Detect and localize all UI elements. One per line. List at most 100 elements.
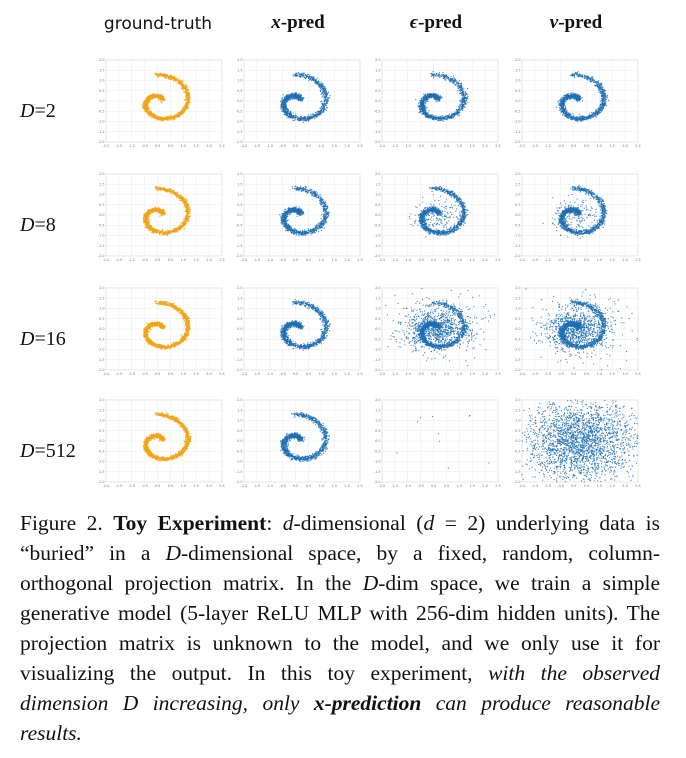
data-point	[437, 117, 439, 119]
data-point	[286, 112, 288, 114]
data-point	[459, 93, 462, 95]
data-point	[418, 107, 421, 110]
data-point	[148, 101, 150, 104]
data-point	[431, 94, 433, 97]
data-point	[461, 88, 463, 90]
data-point	[454, 79, 456, 82]
x-tick-label: 0.0	[155, 144, 160, 148]
data-point	[444, 76, 446, 79]
data-point	[155, 94, 157, 97]
data-point	[450, 81, 452, 83]
data-point	[457, 82, 460, 85]
data-point	[186, 85, 188, 87]
data-point	[281, 101, 284, 103]
data-point	[145, 100, 148, 102]
data-point	[452, 81, 454, 83]
data-point	[167, 77, 170, 80]
data-point	[323, 106, 325, 108]
data-point	[432, 116, 434, 118]
data-point	[455, 84, 457, 86]
data-point	[437, 119, 440, 121]
data-point	[298, 118, 301, 120]
data-point	[426, 113, 429, 115]
data-point	[439, 95, 441, 97]
y-tick-label: 0.0	[375, 99, 380, 103]
data-point	[463, 103, 465, 106]
data-point	[289, 111, 291, 114]
data-point	[439, 100, 441, 102]
column-header-symbol: v	[550, 12, 558, 33]
data-point	[456, 85, 458, 88]
data-point	[324, 85, 326, 88]
data-point	[586, 119, 588, 121]
data-point	[450, 78, 452, 80]
data-point	[464, 107, 466, 109]
data-point	[157, 94, 159, 97]
data-point	[175, 116, 177, 118]
data-point	[438, 74, 440, 76]
data-point	[322, 95, 324, 97]
x-tick-label: -0.5	[279, 144, 286, 148]
data-point	[439, 74, 441, 77]
row-label-d2: D=2	[20, 100, 92, 123]
data-point	[463, 96, 465, 99]
data-point	[579, 115, 581, 118]
data-point	[454, 114, 456, 116]
y-tick-label: -1.5	[98, 130, 105, 134]
data-point	[431, 114, 433, 116]
data-point	[421, 103, 423, 106]
data-point	[165, 117, 168, 120]
data-point	[557, 100, 559, 102]
data-point	[179, 114, 181, 116]
data-point	[445, 76, 448, 79]
data-point	[438, 118, 441, 120]
data-point	[283, 96, 285, 98]
data-point	[595, 84, 597, 86]
data-point	[313, 80, 315, 82]
data-point	[449, 81, 451, 83]
data-point	[436, 116, 438, 118]
data-point	[463, 99, 466, 101]
data-point	[459, 82, 461, 85]
data-point	[302, 121, 304, 124]
data-point	[460, 93, 463, 95]
data-point	[141, 103, 143, 106]
x-tick-label: 0.5	[444, 144, 449, 148]
data-point	[433, 115, 435, 117]
data-point	[300, 117, 303, 119]
data-point	[287, 98, 290, 100]
data-point	[304, 116, 306, 118]
data-point	[156, 75, 159, 78]
y-tick-label: 1.0	[99, 79, 104, 83]
data-point	[596, 84, 599, 86]
data-point	[146, 100, 149, 103]
data-point	[590, 111, 592, 114]
data-point	[320, 109, 323, 111]
data-point	[299, 97, 301, 100]
y-tick-label: 1.5	[515, 68, 520, 72]
data-point	[325, 104, 327, 107]
data-point	[442, 74, 444, 76]
data-point	[461, 89, 463, 91]
data-point	[451, 114, 453, 116]
data-point	[445, 115, 448, 117]
data-point	[562, 104, 564, 106]
y-tick-label: 2.0	[237, 58, 242, 62]
data-point	[285, 97, 287, 99]
data-point	[442, 71, 444, 74]
data-point	[441, 96, 443, 99]
data-point	[602, 94, 605, 96]
data-point	[156, 119, 158, 121]
data-point	[424, 113, 427, 116]
data-point	[602, 107, 604, 110]
data-point	[312, 113, 314, 115]
data-point	[320, 110, 322, 112]
data-point	[297, 118, 299, 120]
x-tick-label: -1.0	[266, 144, 273, 148]
y-tick-label: -1.5	[236, 130, 243, 134]
data-point	[454, 111, 456, 113]
data-point	[558, 103, 560, 105]
data-point	[324, 96, 326, 99]
data-point	[426, 93, 428, 95]
x-tick-label: -2.0	[379, 144, 386, 148]
